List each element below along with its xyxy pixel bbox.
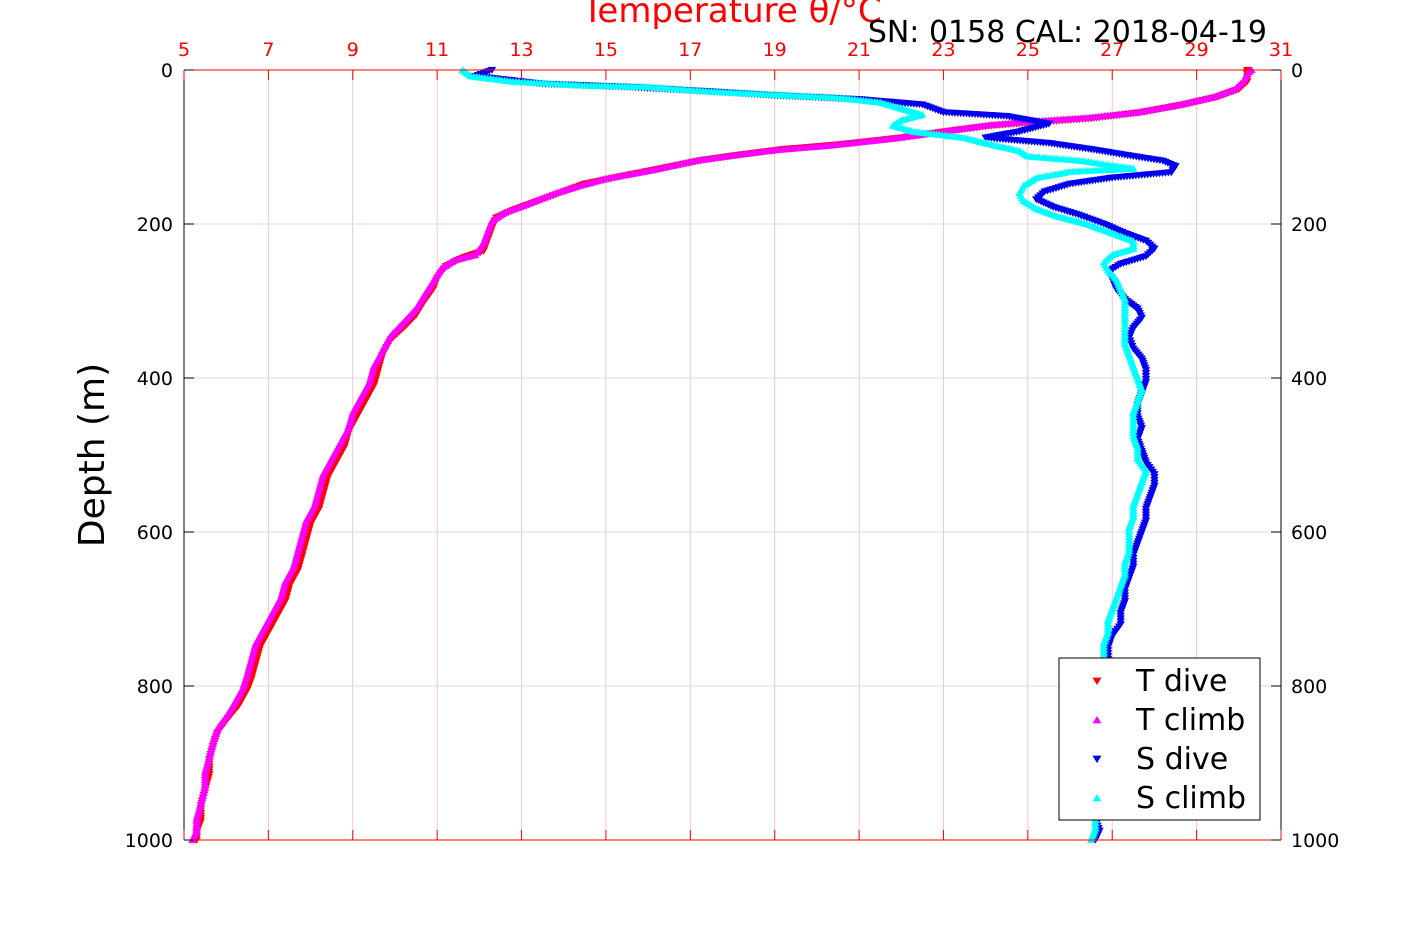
series-t-climb bbox=[188, 66, 1256, 844]
y-tick-label-left: 200 bbox=[137, 214, 173, 236]
y-tick-label-left: 600 bbox=[137, 522, 173, 544]
temperature-axis-label: Temperature θ/°C bbox=[581, 0, 881, 31]
chart-title: SN: 0158 CAL: 2018-04-19 bbox=[868, 15, 1267, 50]
x-tick-label: 19 bbox=[763, 39, 787, 61]
x-tick-label: 27 bbox=[1100, 39, 1124, 61]
x-tick-label: 11 bbox=[425, 39, 449, 61]
x-tick-label: 17 bbox=[678, 39, 702, 61]
legend-label: T dive bbox=[1135, 664, 1227, 699]
y-tick-label-right: 400 bbox=[1291, 368, 1327, 390]
x-tick-label: 29 bbox=[1185, 39, 1209, 61]
legend-label: S dive bbox=[1136, 742, 1228, 777]
y-tick-label-left: 0 bbox=[161, 60, 173, 82]
plot-frame bbox=[183, 69, 1282, 841]
y-tick-label-left: 1000 bbox=[125, 830, 173, 852]
x-tick-label: 13 bbox=[509, 39, 533, 61]
y-tick-label-left: 400 bbox=[137, 368, 173, 390]
y-tick-label-right: 0 bbox=[1291, 60, 1303, 82]
legend: T dive T climb S dive S climb bbox=[1058, 657, 1261, 821]
y-axis-label: Depth (m) bbox=[72, 363, 113, 547]
x-tick-label: 21 bbox=[847, 39, 871, 61]
legend-marker bbox=[1092, 793, 1102, 802]
x-tick-label: 5 bbox=[178, 39, 190, 61]
x-tick-label: 31 bbox=[1269, 39, 1293, 61]
y-tick-label-right: 600 bbox=[1291, 522, 1327, 544]
data-points bbox=[188, 66, 1256, 844]
legend-marker bbox=[1092, 755, 1102, 764]
x-tick-label: 23 bbox=[931, 39, 955, 61]
x-tick-label: 25 bbox=[1016, 39, 1040, 61]
y-tick-label-right: 1000 bbox=[1291, 830, 1339, 852]
x-tick-label: 9 bbox=[347, 39, 359, 61]
legend-label: T climb bbox=[1135, 703, 1245, 738]
y-tick-label-right: 200 bbox=[1291, 214, 1327, 236]
legend-marker bbox=[1092, 715, 1102, 724]
legend-label: S climb bbox=[1136, 781, 1246, 816]
x-tick-label: 15 bbox=[594, 39, 618, 61]
legend-marker bbox=[1092, 677, 1102, 686]
x-tick-label: 7 bbox=[262, 39, 274, 61]
y-tick-label-left: 800 bbox=[137, 676, 173, 698]
legend-box bbox=[1058, 657, 1261, 821]
y-tick-label-right: 800 bbox=[1291, 676, 1327, 698]
series-s-climb bbox=[458, 66, 1151, 844]
